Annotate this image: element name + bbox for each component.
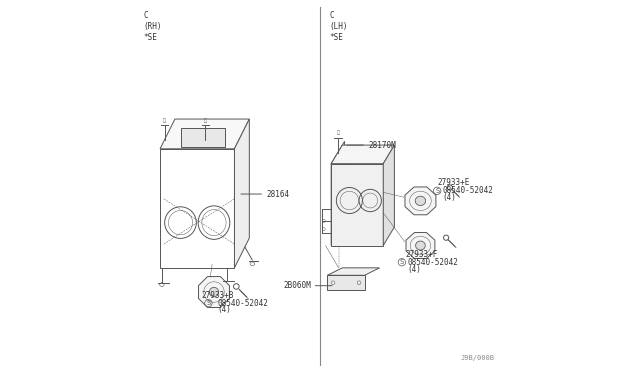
Polygon shape [331,145,394,164]
Text: 08540-52042: 08540-52042 [218,299,269,308]
Polygon shape [234,119,250,268]
Text: 28164: 28164 [266,190,289,199]
Text: 27933+F: 27933+F [406,250,438,259]
Polygon shape [406,232,435,259]
Text: ⓔ: ⓔ [163,118,166,123]
Text: (4): (4) [408,265,421,274]
Text: C
(LH)
*SE: C (LH) *SE [330,11,348,42]
Text: ⓔ: ⓔ [337,130,339,135]
Text: J9B/000B: J9B/000B [461,355,495,361]
Polygon shape [405,187,436,215]
Text: 28170M: 28170M [368,141,396,150]
Text: 08540-52042: 08540-52042 [408,258,458,267]
Polygon shape [331,141,344,246]
Polygon shape [198,276,230,308]
Ellipse shape [415,241,425,250]
Polygon shape [160,119,250,149]
Text: 27933+E: 27933+E [437,178,470,187]
Ellipse shape [209,287,219,297]
Text: ⓔ: ⓔ [204,118,207,123]
Text: S: S [206,300,211,306]
Text: 27933+B: 27933+B [201,291,234,300]
Text: (4): (4) [443,193,456,202]
Text: (4): (4) [218,305,232,314]
Polygon shape [180,128,225,147]
Polygon shape [328,268,380,275]
Polygon shape [328,275,365,290]
Polygon shape [331,164,383,246]
Text: C
(RH)
*SE: C (RH) *SE [143,11,162,42]
Text: 08540-52042: 08540-52042 [443,186,493,195]
Ellipse shape [415,196,426,205]
Text: S: S [400,259,404,265]
Polygon shape [383,145,394,246]
Text: S: S [435,188,439,194]
Text: 2B060M: 2B060M [283,281,310,290]
